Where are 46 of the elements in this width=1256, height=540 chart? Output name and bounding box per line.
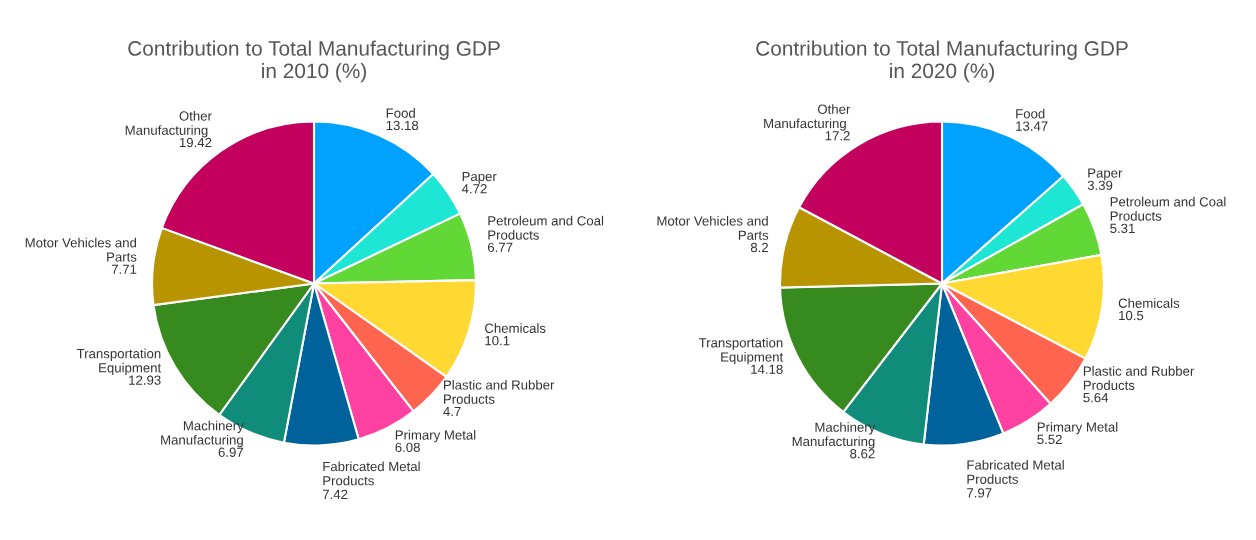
slice-label: Plastic and Rubber Products — [1083, 366, 1195, 390]
slice-label: Food — [386, 108, 415, 118]
data-label: 12.93 — [129, 375, 161, 385]
slice-label: Chemicals — [1118, 298, 1180, 308]
data-label: 7.97 — [967, 488, 992, 498]
slice-label: Motor Vehicles and Parts — [25, 237, 137, 262]
data-label: 5.31 — [1110, 223, 1135, 234]
chart-title: Contribution to Total Manufacturing GDP in 2010 (%) — [128, 40, 500, 83]
slice-label: Other Manufacturing — [764, 104, 851, 131]
data-label: 6.97 — [218, 447, 244, 457]
data-label: 17.2 — [825, 131, 850, 141]
data-label: 8.2 — [750, 242, 768, 253]
data-label: 4.72 — [461, 184, 487, 194]
slice-label: Fabricated Metal Products — [323, 461, 420, 486]
data-label: 14.18 — [751, 364, 783, 374]
data-label: 4.7 — [443, 406, 461, 416]
slice-label: Plastic and Rubber Products — [444, 379, 555, 404]
slice-label: Machinery Manufacturing — [161, 420, 244, 448]
data-label: 3.39 — [1087, 180, 1113, 190]
slice-label: Transportation Equipment — [698, 337, 784, 365]
chart-title: Contribution to Total Manufacturing GDP in 2020 (%) — [756, 40, 1128, 83]
data-label: 13.47 — [1016, 121, 1048, 131]
slice-label: Primary Metal — [395, 429, 476, 443]
slice-label: Primary Metal — [1037, 422, 1118, 435]
slice-label: Machinery Manufacturing — [792, 422, 876, 449]
slice-label: Petroleum and Coal Products — [488, 215, 604, 240]
data-label: 5.52 — [1037, 434, 1062, 445]
data-label: 10.5 — [1119, 310, 1144, 321]
slice-label: Other Manufacturing — [125, 110, 212, 138]
slice-label: Paper — [1088, 168, 1123, 181]
slice-label: Chemicals — [485, 323, 546, 333]
data-label: 5.64 — [1083, 392, 1109, 403]
data-label: 7.42 — [322, 489, 348, 499]
data-label: 10.1 — [485, 335, 510, 346]
data-label: 6.77 — [487, 242, 513, 252]
slice-label: Fabricated Metal Products — [967, 459, 1064, 484]
data-label: 7.71 — [111, 264, 137, 274]
data-label: 13.18 — [386, 120, 419, 131]
slice-label: Food — [1016, 108, 1045, 119]
data-label: 8.62 — [850, 449, 875, 459]
slice-label: Petroleum and Coal Products — [1110, 196, 1226, 221]
data-label: 6.08 — [395, 442, 420, 452]
data-label: 19.42 — [179, 137, 212, 148]
slice-label: Transportation Equipment — [76, 348, 162, 376]
slice-label: Motor Vehicles and Parts — [657, 215, 769, 240]
slice-label: Paper — [462, 171, 497, 184]
